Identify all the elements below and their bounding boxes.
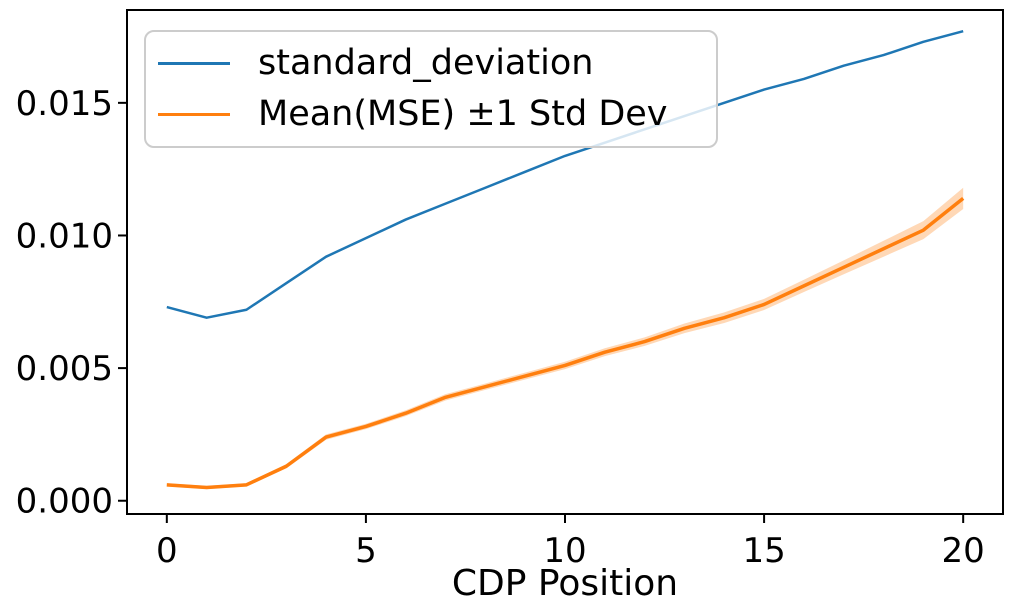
x-tick-label: 0 (156, 531, 178, 571)
x-tick-label: 15 (742, 531, 785, 571)
legend-label-mean-mse: Mean(MSE) ±1 Std Dev (258, 94, 668, 135)
x-axis-label: CDP Position (451, 563, 679, 604)
y-tick-label: 0.000 (16, 482, 113, 522)
line-mean-mse (166, 196, 965, 490)
x-tick-label: 10 (543, 531, 586, 571)
line-standard-deviation (166, 30, 964, 319)
legend-line-swatch-blue (158, 62, 230, 65)
legend-label-standard-deviation: standard_deviation (258, 43, 594, 84)
x-tick-label: 5 (355, 531, 377, 571)
legend-item-mean-mse: Mean(MSE) ±1 Std Dev (146, 96, 716, 133)
y-tick-label: 0.010 (16, 216, 113, 256)
legend-item-standard-deviation: standard_deviation (146, 45, 716, 82)
band-mean-mse (166, 187, 964, 490)
legend-line-swatch-orange (158, 113, 230, 116)
x-tick-label: 20 (942, 531, 985, 571)
legend: standard_deviation Mean(MSE) ±1 Std Dev (144, 30, 718, 148)
y-tick-label: 0.015 (16, 84, 113, 124)
y-tick-label: 0.005 (16, 349, 113, 389)
